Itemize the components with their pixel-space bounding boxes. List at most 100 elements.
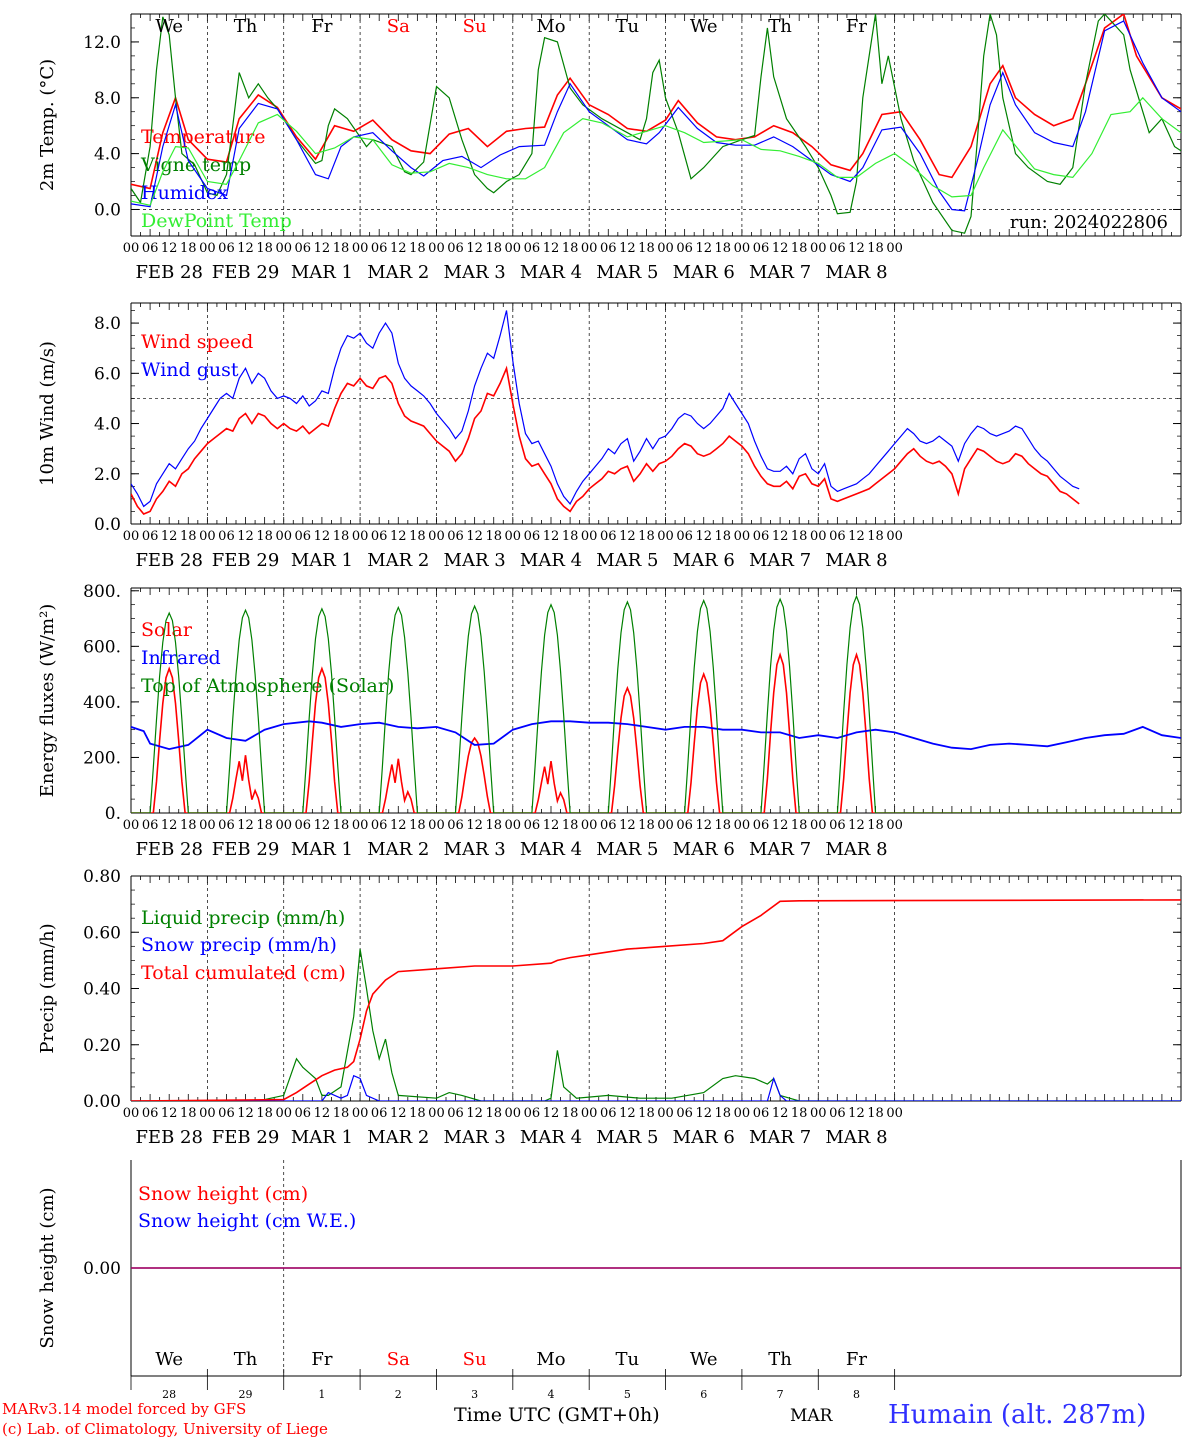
date-label: FEB 29 bbox=[212, 839, 279, 860]
y-tick-label: 600. bbox=[83, 637, 121, 657]
hour-tick-label: 06 bbox=[753, 529, 770, 544]
y-tick-label: 0.80 bbox=[83, 867, 121, 887]
date-label: FEB 29 bbox=[212, 1127, 279, 1148]
hour-tick-label: 06 bbox=[600, 818, 617, 833]
hour-tick-label: 12 bbox=[161, 529, 178, 544]
hour-tick-label: 06 bbox=[447, 529, 464, 544]
hour-tick-label: 06 bbox=[676, 529, 693, 544]
hour-tick-label: 12 bbox=[543, 529, 560, 544]
hour-tick-label: 12 bbox=[772, 241, 789, 256]
date-label: MAR 6 bbox=[673, 550, 735, 571]
day-name-top: Sa bbox=[387, 16, 410, 37]
hour-tick-label: 06 bbox=[371, 241, 388, 256]
hour-tick-label: 06 bbox=[676, 818, 693, 833]
hour-tick-label: 06 bbox=[371, 1106, 388, 1121]
day-name-top: Fr bbox=[846, 16, 867, 37]
hour-tick-label: 12 bbox=[466, 241, 483, 256]
hour-tick-label: 12 bbox=[619, 818, 636, 833]
y-tick-label: 2.0 bbox=[94, 465, 121, 485]
hour-tick-label: 18 bbox=[638, 241, 655, 256]
hour-tick-label: 12 bbox=[848, 818, 865, 833]
legend-entry: Solar bbox=[141, 619, 193, 641]
date-label: MAR 3 bbox=[444, 839, 506, 860]
hour-tick-label: 06 bbox=[829, 818, 846, 833]
hour-tick-label: 18 bbox=[638, 529, 655, 544]
hour-tick-label: 18 bbox=[256, 1106, 273, 1121]
hour-tick-label: 00 bbox=[505, 241, 522, 256]
date-label: MAR 2 bbox=[367, 550, 429, 571]
legend-entry: Liquid precip (mm/h) bbox=[141, 907, 345, 929]
hour-tick-label: 18 bbox=[485, 818, 502, 833]
hour-tick-label: 00 bbox=[428, 818, 445, 833]
hour-tick-label: 00 bbox=[275, 529, 292, 544]
series-line-top-of-atmosphere-solar- bbox=[131, 594, 1181, 813]
month-label: MAR bbox=[790, 1406, 833, 1426]
y-tick-label: 0.40 bbox=[83, 980, 121, 1000]
day-name-bottom: We bbox=[155, 1349, 183, 1370]
y-tick-label: 8.0 bbox=[94, 89, 121, 109]
date-label: MAR 3 bbox=[444, 262, 506, 283]
hour-tick-label: 06 bbox=[295, 241, 312, 256]
panel-4: 0.00 0.20 0.40 0.60 0.80 Precip (mm/h) Liquid … bbox=[37, 867, 1182, 1148]
hour-tick-label: 06 bbox=[600, 241, 617, 256]
hour-tick-label: 00 bbox=[810, 1106, 827, 1121]
hour-tick-label: 18 bbox=[333, 241, 350, 256]
day-name-top: Mo bbox=[536, 16, 565, 37]
hour-tick-label: 06 bbox=[142, 241, 159, 256]
hour-tick-label: 06 bbox=[753, 818, 770, 833]
hour-tick-label: 00 bbox=[199, 241, 216, 256]
panel-5: 0.00 Snow height (cm) Snow height (cm) Snow… bbox=[37, 1160, 1182, 1377]
y-tick-label: 0.00 bbox=[83, 1259, 121, 1279]
hour-tick-label: 12 bbox=[543, 818, 560, 833]
hour-tick-label: 00 bbox=[123, 818, 140, 833]
hour-tick-label: 18 bbox=[867, 818, 884, 833]
day-number: 2 bbox=[395, 1388, 402, 1401]
hour-tick-label: 18 bbox=[715, 1106, 732, 1121]
hour-tick-label: 12 bbox=[695, 1106, 712, 1121]
y-tick-label: 400. bbox=[83, 693, 121, 713]
hour-tick-label: 12 bbox=[390, 1106, 407, 1121]
hour-tick-label: 12 bbox=[619, 241, 636, 256]
day-number: 6 bbox=[700, 1388, 707, 1401]
series-line-dewpoint-temp bbox=[131, 96, 1181, 206]
hour-tick-label: 06 bbox=[295, 529, 312, 544]
hour-tick-label: 18 bbox=[638, 1106, 655, 1121]
date-label: MAR 4 bbox=[520, 839, 582, 860]
hour-tick-label: 00 bbox=[275, 1106, 292, 1121]
date-label: MAR 2 bbox=[367, 839, 429, 860]
y-axis-label: Snow height (cm) bbox=[37, 1187, 58, 1348]
legend-entry: Top of Atmosphere (Solar) bbox=[141, 675, 394, 697]
hour-tick-label: 12 bbox=[314, 241, 331, 256]
y-tick-label: 4.0 bbox=[94, 145, 121, 165]
hour-tick-label: 06 bbox=[447, 818, 464, 833]
hour-tick-label: 18 bbox=[409, 529, 426, 544]
hour-tick-label: 12 bbox=[619, 529, 636, 544]
hour-tick-label: 00 bbox=[810, 529, 827, 544]
hour-tick-label: 06 bbox=[218, 818, 235, 833]
hour-tick-label: 00 bbox=[734, 241, 751, 256]
date-label: MAR 7 bbox=[749, 1127, 811, 1148]
date-label: MAR 7 bbox=[749, 262, 811, 283]
hour-tick-label: 06 bbox=[829, 1106, 846, 1121]
hour-tick-label: 18 bbox=[562, 529, 579, 544]
hour-tick-label: 12 bbox=[848, 1106, 865, 1121]
day-name-top: Th bbox=[234, 16, 258, 37]
hour-tick-label: 12 bbox=[237, 1106, 254, 1121]
hour-tick-label: 06 bbox=[829, 241, 846, 256]
y-tick-label: 0.60 bbox=[83, 923, 121, 943]
panel-2: 0.0 2.0 4.0 6.0 8.0 10m Wind (m/s) Wind speed W… bbox=[37, 302, 1182, 571]
hour-tick-label: 18 bbox=[562, 818, 579, 833]
legend-entry: Humidex bbox=[141, 182, 228, 204]
hour-tick-label: 00 bbox=[428, 1106, 445, 1121]
hour-tick-label: 12 bbox=[466, 818, 483, 833]
hour-tick-label: 12 bbox=[161, 818, 178, 833]
date-label: MAR 4 bbox=[520, 550, 582, 571]
day-number: 8 bbox=[853, 1388, 860, 1401]
hour-tick-label: 00 bbox=[886, 241, 903, 256]
y-tick-label: 8.0 bbox=[94, 314, 121, 334]
hour-tick-label: 18 bbox=[180, 241, 197, 256]
hour-tick-label: 00 bbox=[581, 529, 598, 544]
legend-entry: Vigne temp bbox=[140, 154, 251, 176]
hour-tick-label: 18 bbox=[638, 818, 655, 833]
